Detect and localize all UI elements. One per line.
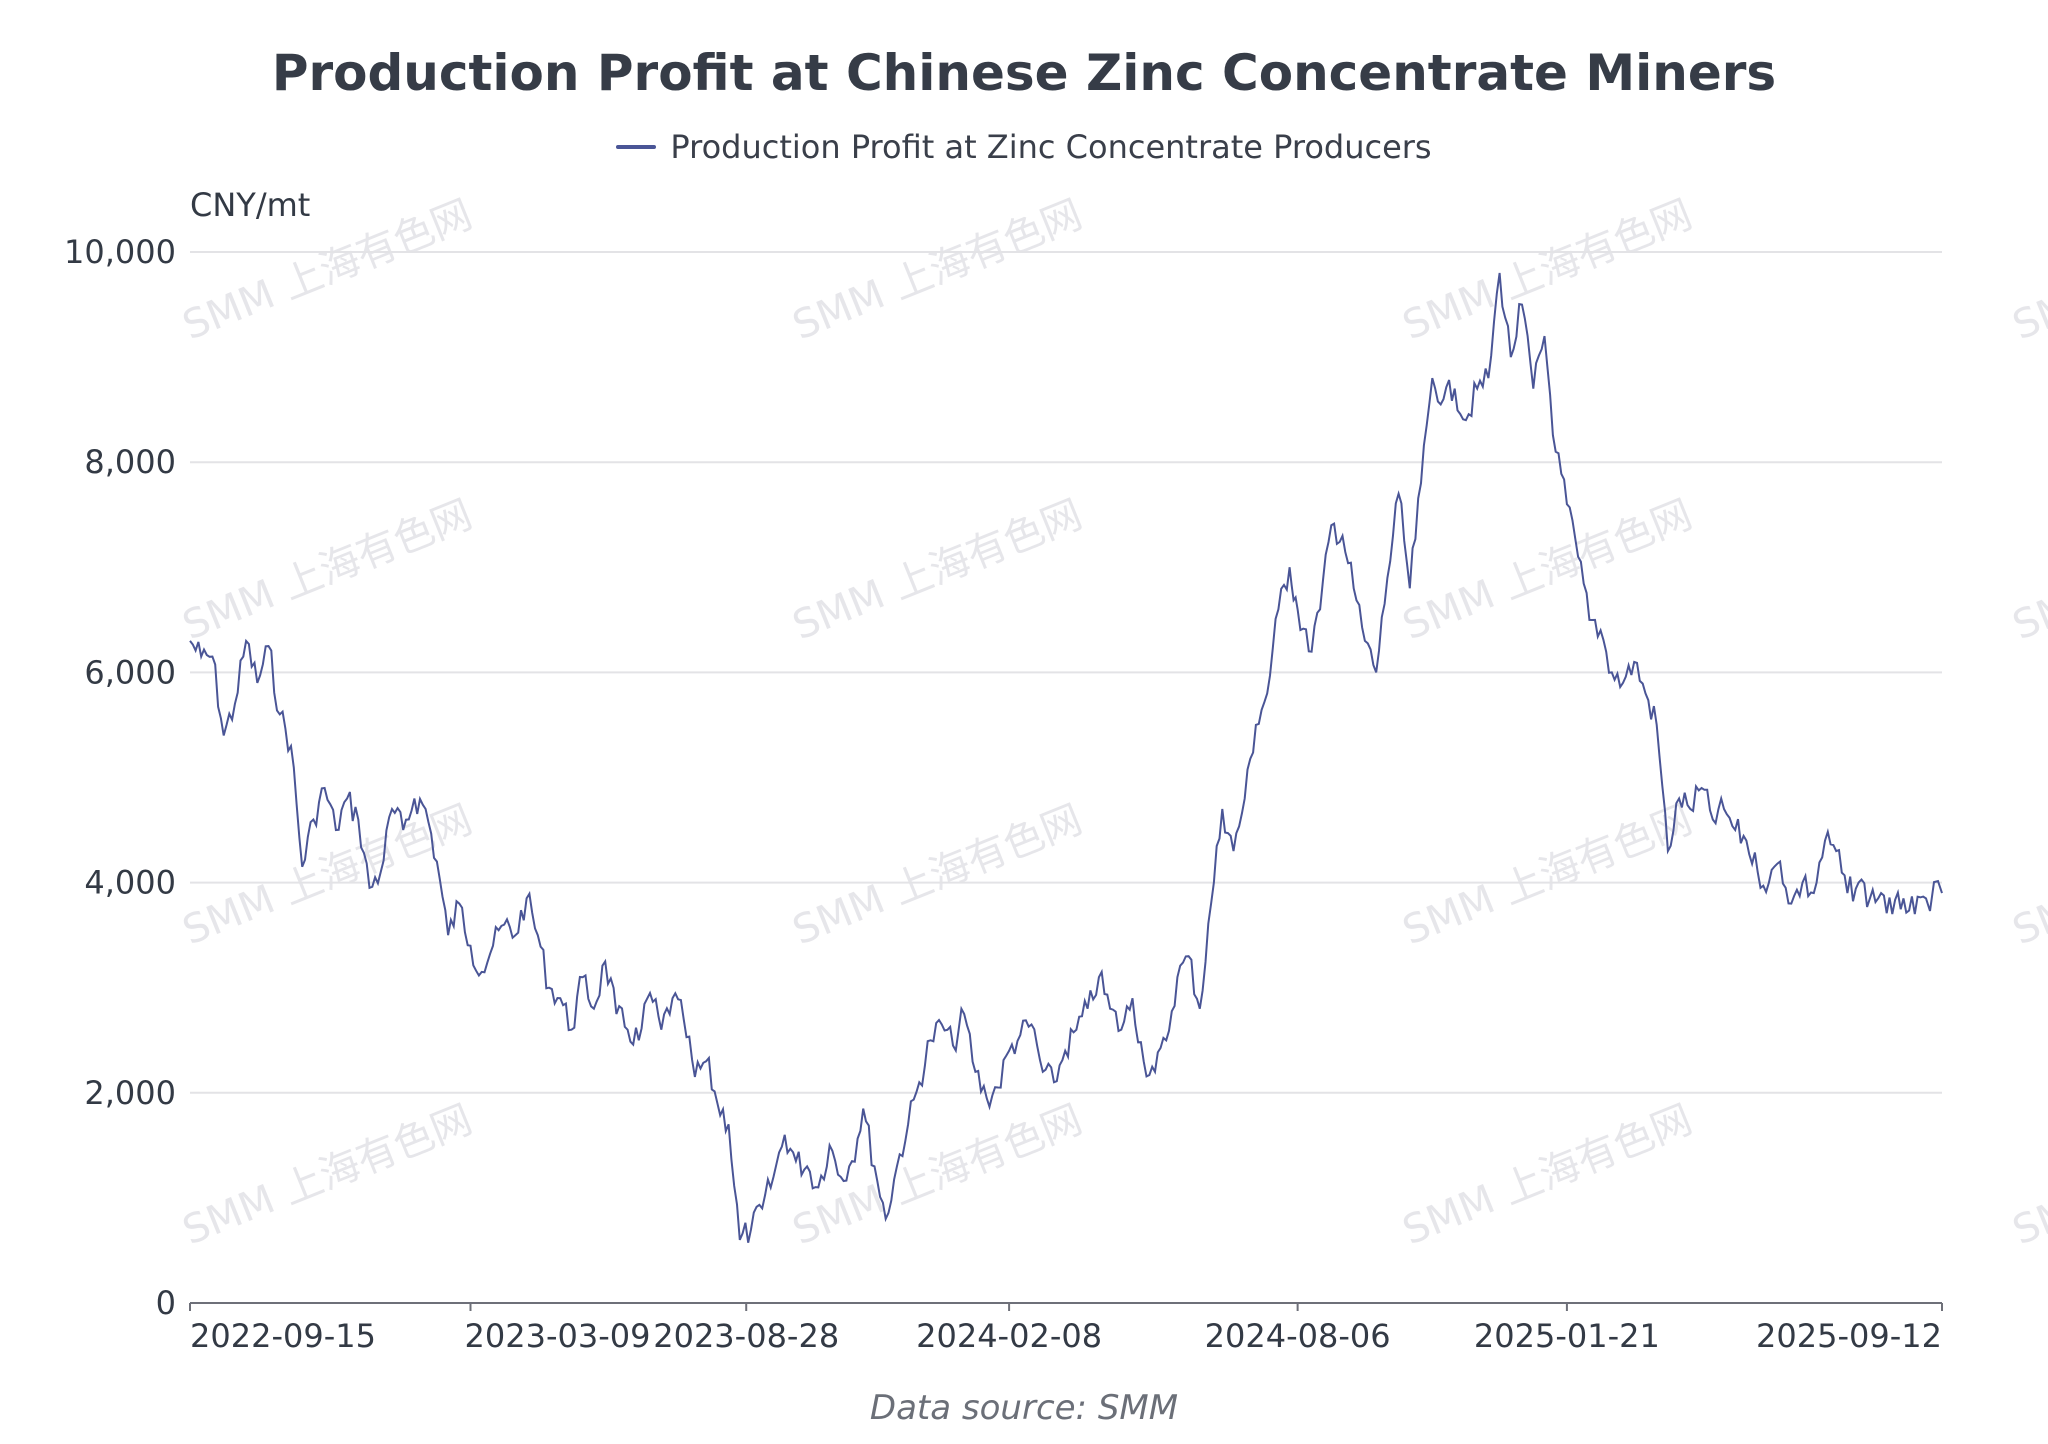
x-axis-ticks: 2022-09-15 2023-03-09 2023-08-28 2024-02-08…	[189, 1303, 1943, 1355]
x-tick-label: 2025-01-21	[1474, 1317, 1660, 1355]
watermark-text: SMM 上海有色网	[787, 797, 1089, 955]
y-tick-label: 4,000	[84, 864, 176, 902]
y-axis-ticks: 0 2,000 4,000 6,000 8,000 10,000	[64, 233, 176, 1322]
watermark-layer: SMM 上海有色网 SMM 上海有色网 SMM 上海有色网 SMM 上海有色网 SMM …	[177, 192, 2048, 1255]
watermark-text: SMM 上海有色网	[177, 1097, 479, 1255]
watermark-text: SMM 上海有色网	[1397, 1097, 1699, 1255]
x-tick-label: 2022-09-15	[190, 1317, 376, 1355]
x-tick-label: 2024-08-06	[1205, 1317, 1391, 1355]
watermark-text: SMM 上海有色网	[1397, 192, 1699, 350]
x-tick-label: 2025-09-12	[1756, 1317, 1942, 1355]
legend-line-icon	[616, 145, 657, 149]
y-tick-label: 2,000	[84, 1074, 176, 1112]
watermark-text: SMM 上海有色网	[787, 1097, 1089, 1255]
legend-label: Production Profit at Zinc Concentrate Pr…	[670, 128, 1432, 166]
watermark-text: SMM 上海有色网	[2007, 192, 2048, 350]
x-tick-label: 2023-08-28	[653, 1317, 839, 1355]
y-tick-label: 0	[156, 1284, 176, 1322]
watermark-text: SMM 上海有色网	[787, 492, 1089, 650]
y-axis-unit-label: CNY/mt	[190, 186, 311, 224]
watermark-text: SMM 上海有色网	[2007, 797, 2048, 955]
legend[interactable]: Production Profit at Zinc Concentrate Pr…	[0, 128, 2048, 166]
watermark-text: SMM 上海有色网	[2007, 1097, 2048, 1255]
watermark-text: SMM 上海有色网	[1397, 492, 1699, 650]
chart-title: Production Profit at Chinese Zinc Concen…	[271, 44, 1777, 102]
grid-lines	[190, 251, 1942, 1094]
y-tick-label: 6,000	[84, 653, 176, 691]
watermark-text: SMM 上海有色网	[2007, 492, 2048, 650]
series-line[interactable]	[189, 272, 1943, 1243]
watermark-text: SMM 上海有色网	[177, 492, 479, 650]
x-tick-label: 2023-03-09	[465, 1317, 651, 1355]
watermark-text: SMM 上海有色网	[787, 192, 1089, 350]
y-tick-label: 8,000	[84, 443, 176, 481]
x-tick-label: 2024-02-08	[916, 1317, 1102, 1355]
data-source-label: Data source: SMM	[869, 1388, 1179, 1428]
y-tick-label: 10,000	[64, 233, 176, 271]
watermark-text: SMM 上海有色网	[177, 797, 479, 955]
watermark-text: SMM 上海有色网	[177, 192, 479, 350]
watermark-text: SMM 上海有色网	[1397, 797, 1699, 955]
